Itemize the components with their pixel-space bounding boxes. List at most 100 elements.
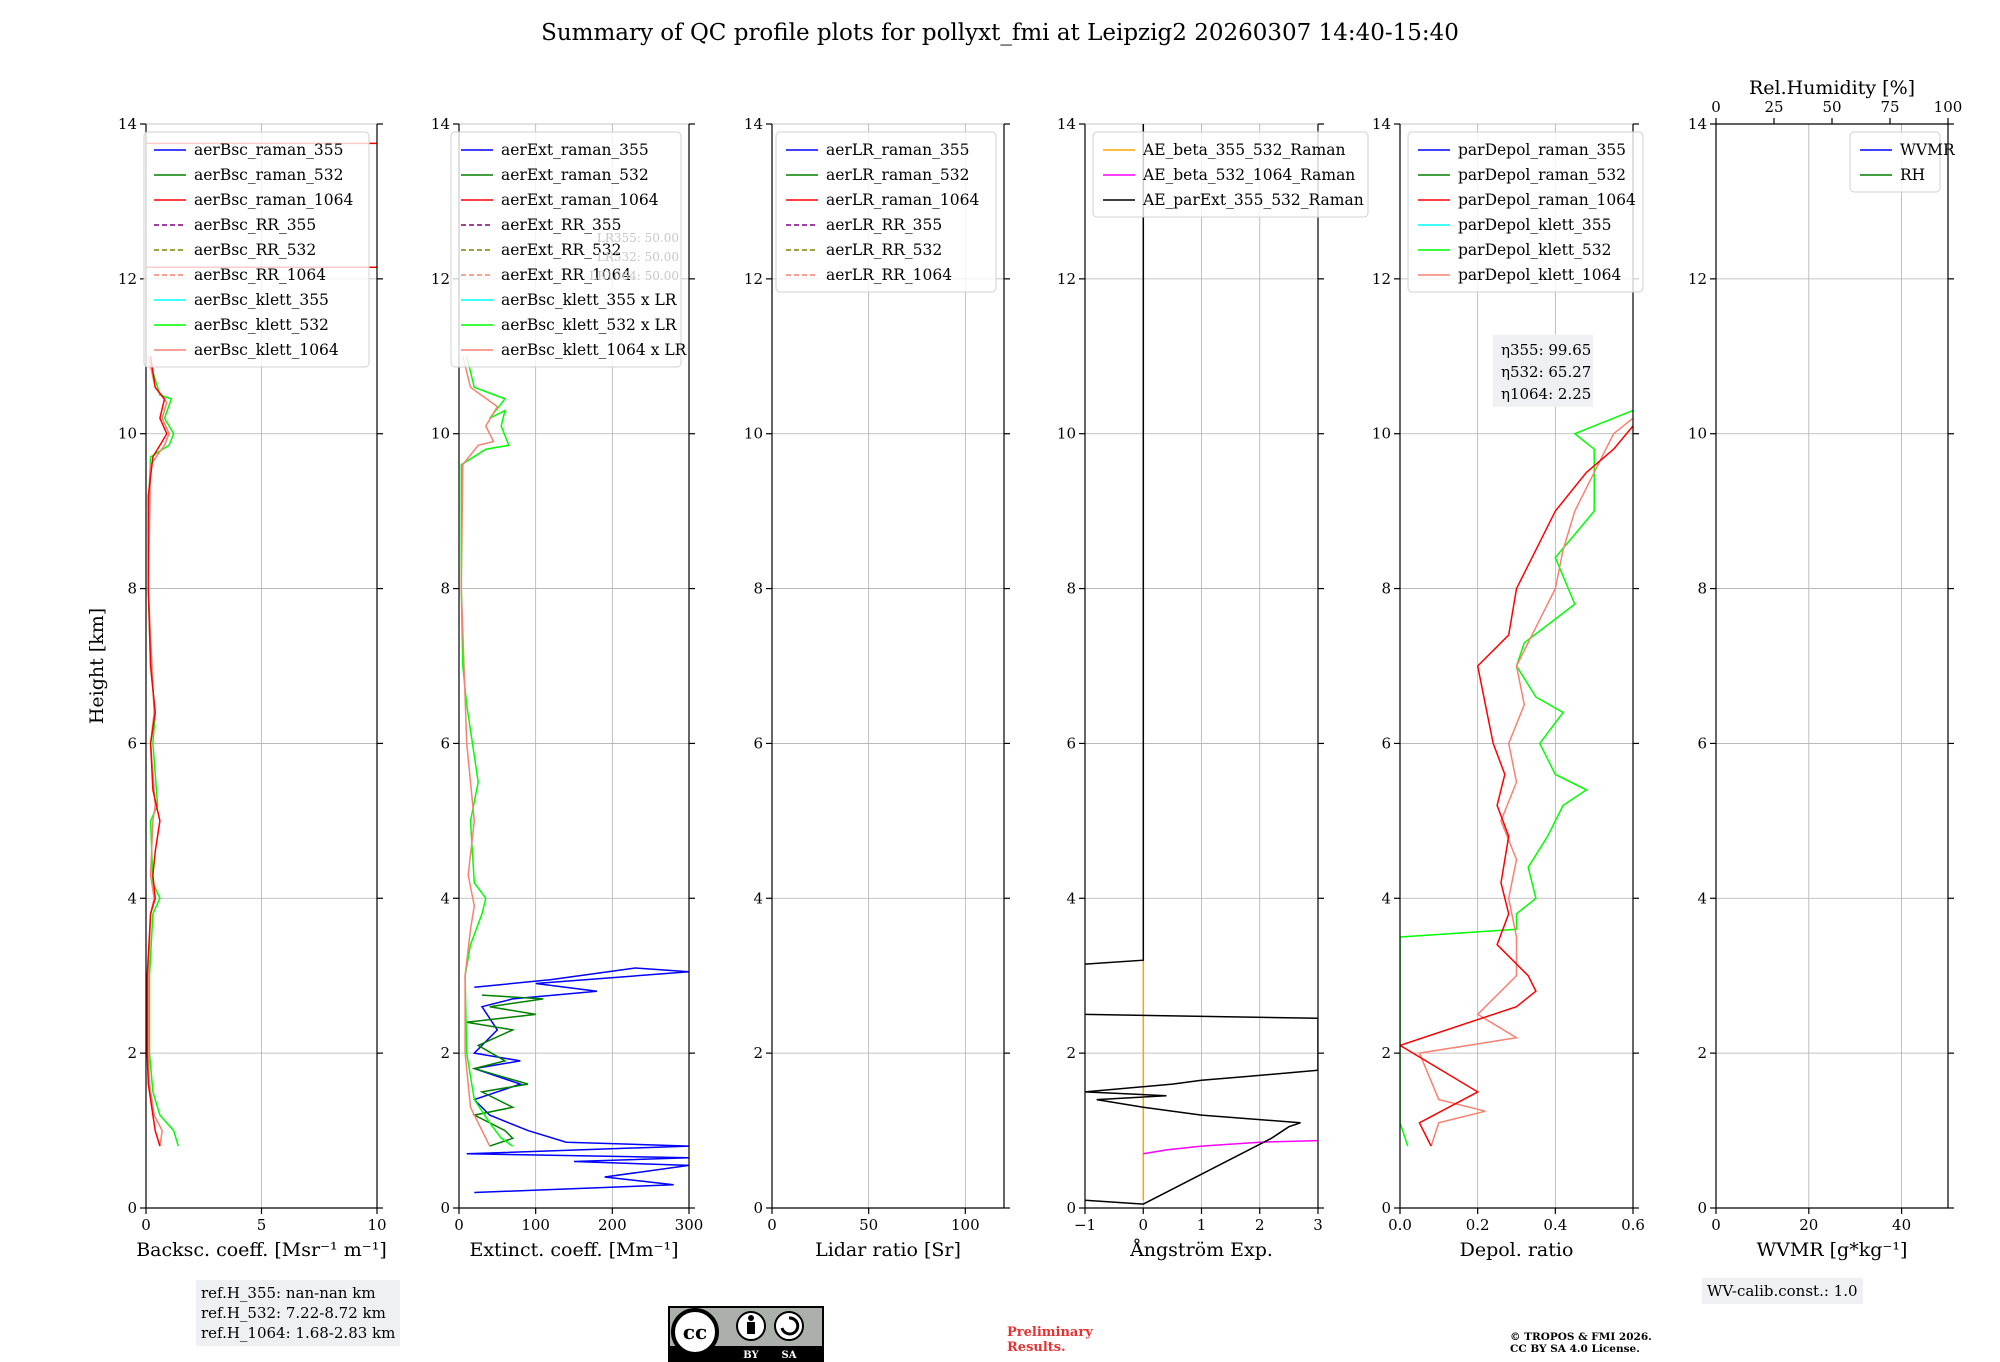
y-tick-label: 12: [431, 270, 450, 288]
legend: aerLR_raman_355 aerLR_raman_532 aerLR_rama…: [775, 131, 997, 293]
x-tick-label: 100: [951, 1216, 980, 1234]
y-tick-label: 0: [127, 1199, 137, 1217]
annotation: LR355: 50.00 LR532: 50.00 LR1064: 50.00: [589, 231, 679, 283]
y-tick-label: 8: [1381, 580, 1391, 598]
y-tick-label: 10: [118, 425, 137, 443]
legend-label: aerLR_raman_1064: [826, 191, 979, 209]
y-tick-label: 8: [753, 580, 763, 598]
x-tick-label: 200: [598, 1216, 627, 1234]
wv-calib-text: WV-calib.const.: 1.0: [1707, 1282, 1858, 1300]
series-line-pardepol-klett-1064: [1418, 417, 1633, 1147]
lidar-ratio-annotation: LR532: 50.00: [597, 250, 679, 264]
top-x-tick-label: 50: [1822, 98, 1841, 116]
y-tick-label: 4: [1066, 889, 1076, 907]
legend-label: aerExt_raman_1064: [501, 191, 659, 209]
top-x-tick-label: 25: [1764, 98, 1783, 116]
y-tick-label: 10: [431, 425, 450, 443]
refh-1064: ref.H_1064: 1.68-2.83 km: [201, 1324, 396, 1342]
series-group: [1400, 409, 1633, 1147]
y-tick-label: 4: [753, 889, 763, 907]
x-tick-label: 50: [859, 1216, 878, 1234]
series-group: [1085, 124, 1318, 1205]
x-tick-label: 2: [1255, 1216, 1265, 1234]
y-tick-label: 2: [753, 1044, 763, 1062]
x-axis-label: Backsc. coeff. [Msr⁻¹ m⁻¹]: [136, 1239, 387, 1261]
x-tick-label: 300: [675, 1216, 704, 1234]
legend-label: aerLR_RR_355: [826, 216, 942, 234]
x-tick-label: 0: [1138, 1216, 1148, 1234]
legend: aerExt_raman_355 aerExt_raman_532 aerExt_r…: [450, 131, 688, 368]
y-tick-label: 14: [431, 115, 450, 133]
y-tick-label: 2: [127, 1044, 137, 1062]
x-tick-label: 100: [521, 1216, 550, 1234]
legend-label: RH: [1900, 166, 1925, 184]
y-tick-label: 12: [1372, 270, 1391, 288]
y-tick-label: 4: [1697, 889, 1707, 907]
legend-label: aerBsc_RR_1064: [194, 266, 326, 284]
legend-label: aerBsc_raman_532: [194, 166, 344, 184]
y-tick-label: 10: [744, 425, 763, 443]
x-tick-label: 3: [1313, 1216, 1323, 1234]
legend-frame: [1407, 131, 1644, 293]
series-group: [460, 356, 689, 1194]
y-tick-label: 14: [1057, 115, 1076, 133]
y-tick-label: 6: [753, 734, 763, 752]
x-axis-label: Extinct. coeff. [Mm⁻¹]: [469, 1239, 678, 1261]
legend-label: parDepol_raman_1064: [1458, 191, 1636, 209]
legend-label: aerExt_RR_1064: [501, 266, 632, 284]
legend-label: aerBsc_klett_532: [194, 316, 329, 334]
x-tick-label: 0.6: [1621, 1216, 1645, 1234]
y-tick-label: 6: [1697, 734, 1707, 752]
legend-label: AE_parExt_355_532_Raman: [1142, 191, 1364, 209]
legend-label: parDepol_klett_355: [1458, 216, 1611, 234]
x-axis-label: Ångström Exp.: [1129, 1239, 1273, 1261]
legend: AE_beta_355_532_Raman AE_beta_532_1064_Ra…: [1092, 131, 1369, 218]
cc-license-badge: cc BY SA: [668, 1306, 824, 1362]
series-line-ae-beta-532-1064-raman: [1143, 1139, 1318, 1155]
legend-frame: [143, 131, 370, 368]
legend-label: parDepol_raman_532: [1458, 166, 1626, 184]
y-tick-label: 2: [1381, 1044, 1391, 1062]
wv-calib-box: WV-calib.const.: 1.0: [1702, 1278, 1863, 1304]
legend-label: aerBsc_raman_1064: [194, 191, 354, 209]
legend-label: aerExt_raman_532: [501, 166, 649, 184]
legend-label: aerLR_raman_532: [826, 166, 969, 184]
x-tick-label: 0: [141, 1216, 151, 1234]
legend-label: aerLR_RR_1064: [826, 266, 952, 284]
series-line-aerbsc-raman-1064: [146, 356, 168, 1147]
y-tick-label: 2: [1066, 1044, 1076, 1062]
y-tick-label: 14: [744, 115, 763, 133]
x-axis-label: Depol. ratio: [1460, 1239, 1574, 1261]
y-tick-label: 12: [1057, 270, 1076, 288]
chart-panel-1: 0 5 10 0 2 4 6 8 10 12 14 Backsc. coeff. [Msr⁻¹ m⁻¹…: [86, 115, 387, 1261]
eta-annotation: η532: 65.27: [1501, 363, 1591, 381]
copyright-note: © TROPOS & FMI 2026. CC BY SA 4.0 Licens…: [1510, 1331, 1652, 1355]
y-tick-label: 12: [744, 270, 763, 288]
top-x-tick-label: 0: [1711, 98, 1721, 116]
x-tick-label: 1: [1197, 1216, 1207, 1234]
series-line-pardepol-klett-532: [1400, 409, 1633, 1147]
legend-label: aerLR_raman_355: [826, 141, 969, 159]
preliminary-line-1: Preliminary: [1007, 1325, 1093, 1340]
top-x-tick-label: 75: [1880, 98, 1899, 116]
eta-box: [1492, 334, 1593, 407]
legend-label: aerBsc_klett_355 x LR: [501, 291, 678, 309]
y-tick-label: 8: [1066, 580, 1076, 598]
x-tick-label: 40: [1892, 1216, 1911, 1234]
series-line-aerext-raman-355: [466, 967, 689, 1194]
legend: aerBsc_raman_355 aerBsc_raman_532 aerBsc_r…: [143, 131, 370, 368]
y-tick-label: 6: [1381, 734, 1391, 752]
x-tick-label: 0: [1711, 1216, 1721, 1234]
y-tick-label: 0: [1381, 1199, 1391, 1217]
legend: parDepol_raman_355 parDepol_raman_532 parD…: [1407, 131, 1644, 293]
lidar-ratio-annotation: LR1064: 50.00: [589, 269, 679, 283]
y-tick-label: 4: [1381, 889, 1391, 907]
chart-panel-2: 0 100 200 300 0 2 4 6 8 10 12 14 Extinct. coeff. [Mm…: [431, 115, 703, 1261]
legend: WVMR RH: [1849, 131, 1956, 193]
cc-label: cc: [683, 1320, 707, 1344]
refh-355: ref.H_355: nan-nan km: [201, 1284, 376, 1302]
y-tick-label: 0: [1066, 1199, 1076, 1217]
legend-label: aerExt_raman_355: [501, 141, 649, 159]
x-tick-label: 0: [767, 1216, 777, 1234]
x-tick-label: 10: [367, 1216, 386, 1234]
